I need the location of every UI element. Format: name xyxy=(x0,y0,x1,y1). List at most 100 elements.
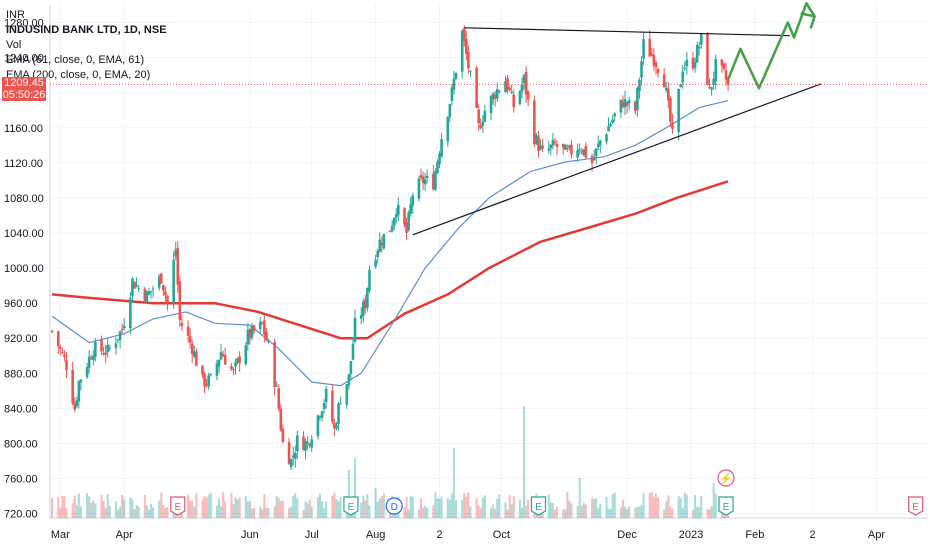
candle xyxy=(318,415,322,421)
candle xyxy=(310,434,314,452)
volume-bar xyxy=(288,507,291,518)
event-marker-earnings[interactable]: E xyxy=(908,496,924,516)
candle-body xyxy=(291,455,295,458)
candle xyxy=(518,89,522,106)
candle-body xyxy=(234,361,237,367)
volume-bar xyxy=(525,505,528,518)
candle-body xyxy=(710,87,713,90)
event-marker-dividend[interactable]: D xyxy=(385,497,403,515)
candle-body xyxy=(382,234,386,249)
volume-bar xyxy=(51,498,54,518)
candle xyxy=(244,342,248,366)
volume-bar xyxy=(265,507,268,518)
event-marker-split[interactable]: E xyxy=(718,496,734,516)
event-marker-flash[interactable]: ⚡ xyxy=(717,469,735,487)
candle xyxy=(250,323,254,341)
volume-bar xyxy=(158,500,161,518)
event-marker-split[interactable]: E xyxy=(530,496,547,516)
candle-body xyxy=(366,288,369,308)
candle xyxy=(434,167,437,192)
volume-bar xyxy=(611,494,614,518)
candle-body xyxy=(594,148,598,157)
candle xyxy=(648,30,652,57)
candle-body xyxy=(479,125,483,129)
volume-bar xyxy=(306,503,309,518)
candle-body xyxy=(221,354,225,357)
candle xyxy=(450,83,454,106)
candle-body xyxy=(582,149,586,155)
candle-body xyxy=(677,88,680,133)
candle-body xyxy=(159,273,163,284)
indicator-volume[interactable]: Vol xyxy=(6,39,22,51)
event-marker-earnings[interactable]: E xyxy=(170,496,186,516)
candle xyxy=(403,207,406,228)
candle xyxy=(316,414,320,440)
candle xyxy=(223,347,227,365)
candle-body xyxy=(693,62,697,68)
candle xyxy=(273,338,276,396)
candle-body xyxy=(217,359,221,367)
volume-bar xyxy=(88,496,91,518)
candle-body xyxy=(102,353,105,355)
volume-bar xyxy=(624,506,627,518)
candle xyxy=(460,29,464,79)
event-marker-split[interactable]: E xyxy=(343,496,359,516)
volume-bar xyxy=(281,500,284,518)
indicator-ema61[interactable]: EMA (61, close, 0, EMA, 61) xyxy=(6,54,145,66)
candle xyxy=(217,359,221,374)
trendline-lower xyxy=(412,83,822,236)
candle-body xyxy=(89,358,93,360)
volume-bar xyxy=(382,493,385,518)
candle-body xyxy=(621,101,625,108)
symbol-title[interactable]: INDUSIND BANK LTD, 1D, NSE xyxy=(6,24,167,36)
event-badge xyxy=(718,496,734,516)
candle-body xyxy=(162,284,165,291)
candle xyxy=(411,192,415,214)
volume-bar xyxy=(117,509,120,518)
chart-legend: INR INDUSIND BANK LTD, 1D, NSE Vol EMA (… xyxy=(6,8,167,83)
volume-bar xyxy=(494,508,497,518)
volume-bar xyxy=(65,507,68,518)
volume-bar xyxy=(267,508,270,518)
candle xyxy=(304,438,307,460)
candle-body xyxy=(667,88,670,101)
volume-bar xyxy=(405,497,408,518)
candle-body xyxy=(640,61,643,78)
candle-body xyxy=(94,341,97,358)
candle-body xyxy=(561,143,565,148)
candle-body xyxy=(524,71,528,95)
candle-body xyxy=(436,161,439,173)
volume-bar xyxy=(436,498,439,518)
candle-body xyxy=(541,145,544,149)
candle xyxy=(263,313,266,343)
candle xyxy=(166,294,169,311)
candle-body xyxy=(174,249,178,257)
volume-bar xyxy=(114,501,117,518)
volume-bar xyxy=(195,493,198,518)
candle-body xyxy=(71,370,74,404)
candle-body xyxy=(403,208,406,225)
volume-bar xyxy=(518,499,521,518)
candle xyxy=(246,322,250,351)
candle xyxy=(566,144,569,153)
volume-bar xyxy=(409,495,412,518)
candle xyxy=(537,131,540,158)
candle xyxy=(683,61,687,72)
candle-body xyxy=(335,425,338,429)
candle-body xyxy=(522,74,526,84)
volume-bar xyxy=(164,508,167,518)
candle xyxy=(116,339,120,344)
candle-body xyxy=(129,298,132,329)
candle-body xyxy=(506,78,509,91)
candle-body xyxy=(347,374,351,386)
candle-body xyxy=(236,358,239,363)
candle-body xyxy=(423,179,427,185)
volume-bar xyxy=(652,496,655,518)
candle-body xyxy=(172,259,175,303)
volume-bar xyxy=(106,493,109,518)
candle-body xyxy=(180,322,184,327)
candle xyxy=(296,430,299,460)
volume-bar xyxy=(440,496,443,518)
candle xyxy=(634,99,637,115)
